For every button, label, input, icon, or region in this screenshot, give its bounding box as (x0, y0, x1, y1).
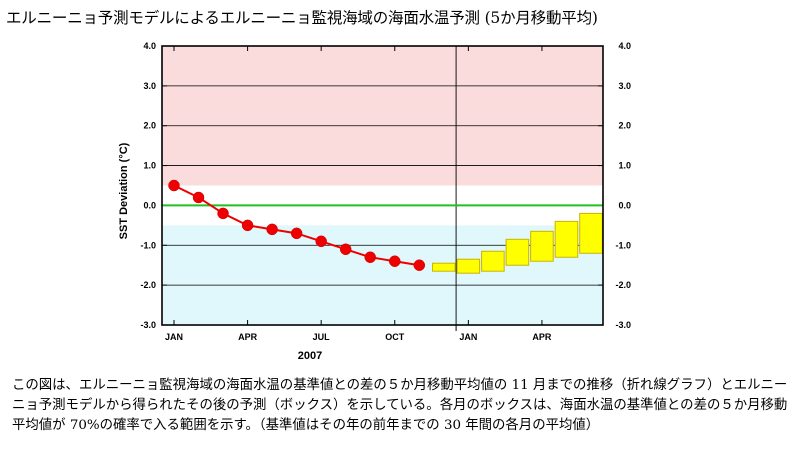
forecast-box (530, 230, 554, 262)
plot-frame (161, 45, 604, 326)
chart-area: 4.0 4.0 3.0 3.0 2.0 2.0 1.0 1.0 0.0 0.0 -1.0 -1.0 -2… (110, 36, 670, 368)
observed-point (241, 219, 254, 232)
observed-point (192, 191, 205, 204)
x-tick-label: JUL (313, 332, 331, 342)
y-tick-label-right: -3.0 (615, 320, 631, 330)
y-tick-label-left: 2.0 (143, 121, 156, 131)
y-tick-label-left: -1.0 (140, 240, 156, 250)
forecast-box (554, 220, 579, 258)
observed-point (413, 259, 426, 271)
x-tick-label: OCT (385, 332, 405, 342)
tick-labels: 4.0 4.0 3.0 3.0 2.0 2.0 1.0 1.0 0.0 0.0 -1.0 -1.0 -2… (140, 41, 631, 342)
y-tick-label-right: -1.0 (615, 240, 631, 250)
page-title: エルニーニョ予測モデルによるエルニーニョ監視海域の海面水温予測 (5か月移動平均… (6, 9, 598, 27)
y-tick-label-right: 3.0 (618, 81, 631, 91)
grid-lines (162, 45, 603, 331)
observed-point (168, 179, 180, 192)
observed-point (389, 255, 401, 267)
forecast-box (505, 238, 530, 266)
y-tick-label-left: 0.0 (143, 200, 156, 210)
y-axis-label: SST Deviation (°C) (118, 142, 130, 239)
forecast-box (481, 250, 505, 272)
observed-point (266, 223, 278, 236)
caption-text: この図は、エルニーニョ監視海域の海面水温の基準値との差の５か月移動平均値の 11… (12, 378, 788, 433)
observed-point (339, 243, 352, 256)
forecast-box (432, 262, 456, 272)
y-tick-label-left: -3.0 (140, 320, 156, 330)
el-nino-zone-band (162, 46, 603, 186)
observed-point (315, 235, 327, 248)
observed-point (364, 251, 376, 263)
caption: この図は、エルニーニョ監視海域の海面水温の基準値との差の５か月移動平均値の 11… (12, 376, 788, 436)
x-tick-label: JAN (459, 332, 477, 342)
background-bands (162, 46, 603, 325)
y-tick-label-right: 1.0 (618, 161, 631, 171)
x-tick-label: APR (532, 332, 552, 342)
plot-frame-group (161, 45, 604, 326)
observed-point (290, 227, 303, 240)
sst-forecast-chart: 4.0 4.0 3.0 3.0 2.0 2.0 1.0 1.0 0.0 0.0 -1.0 -1.0 -2… (118, 41, 631, 362)
forecast-box (579, 212, 603, 254)
y-tick-label-left: 3.0 (143, 81, 156, 91)
y-tick-label-left: 4.0 (143, 41, 156, 51)
x-tick-label: JAN (165, 332, 183, 342)
x-tick-label: APR (238, 332, 258, 342)
y-tick-label-left: -2.0 (140, 280, 156, 290)
y-tick-label-right: 2.0 (618, 121, 631, 131)
y-tick-label-left: 1.0 (143, 161, 156, 171)
y-tick-label-right: 0.0 (618, 200, 631, 210)
x-axis-year-label: 2007 (298, 350, 322, 362)
observed-point (217, 207, 229, 220)
forecast-boxes (432, 212, 603, 274)
la-nina-zone-band (162, 225, 603, 325)
forecast-box (456, 258, 481, 274)
observed-series (168, 179, 426, 271)
y-tick-label-right: -2.0 (615, 280, 631, 290)
y-tick-label-right: 4.0 (618, 41, 631, 51)
